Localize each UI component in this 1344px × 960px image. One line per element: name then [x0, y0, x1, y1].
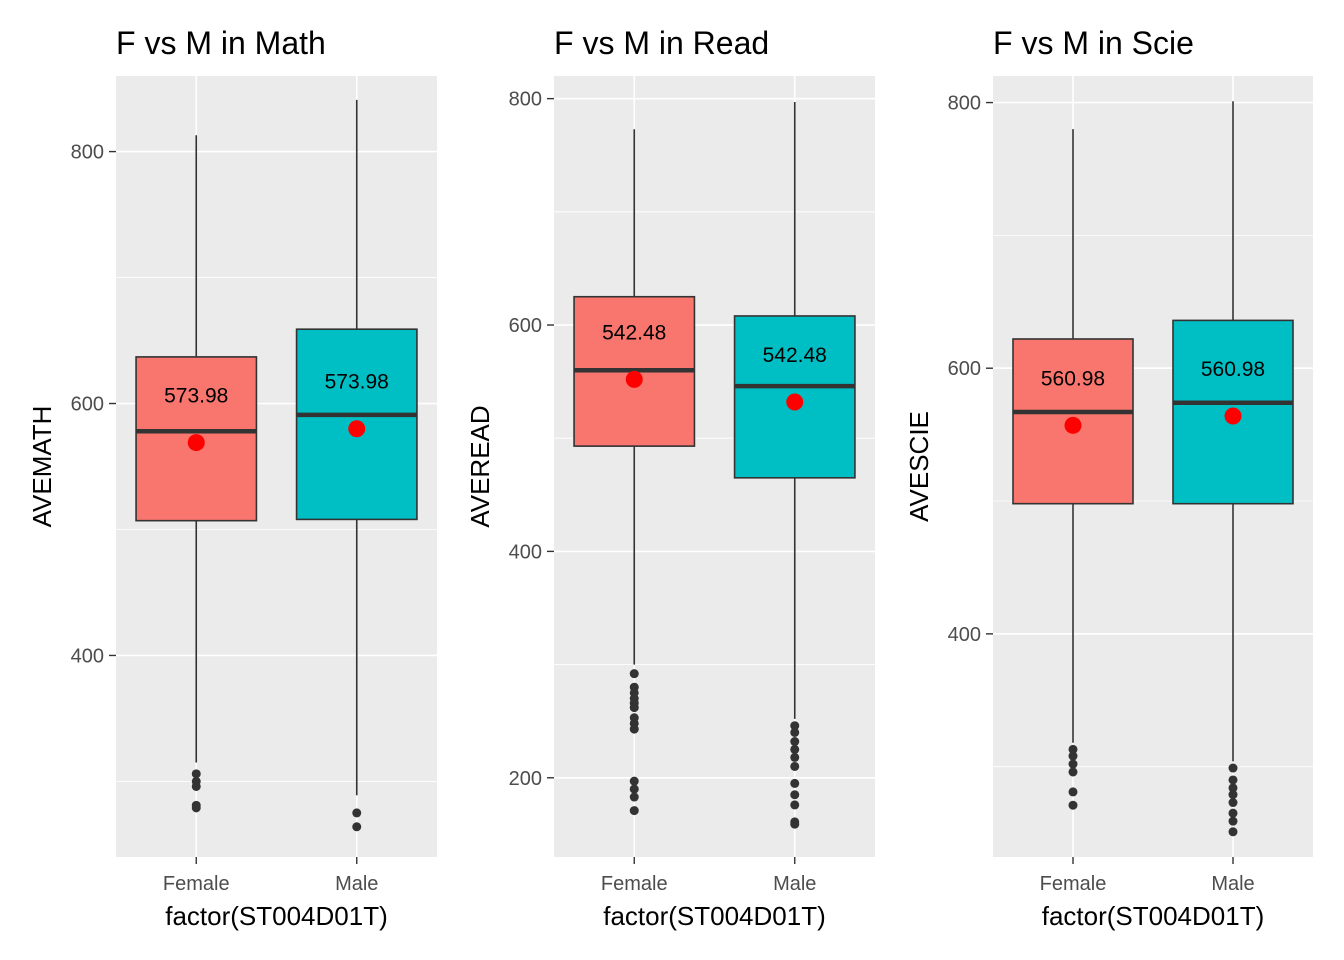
y-tick-label: 800 — [948, 93, 981, 115]
y-tick-label: 600 — [509, 315, 542, 337]
y-axis-title: AVESCIE — [904, 411, 934, 522]
outlier-point — [191, 803, 201, 813]
y-tick-label: 400 — [71, 645, 104, 667]
mean-label: 560.98 — [1201, 358, 1265, 381]
outlier-point — [629, 776, 639, 786]
panel-1: 200 400 600 800 Female Male factor(ST004D01T) A… — [465, 76, 875, 931]
y-axis-title: AVEMATH — [27, 406, 57, 528]
mean-point — [187, 434, 205, 452]
outlier-point — [191, 781, 201, 791]
outlier-point — [629, 806, 639, 816]
outlier-point — [352, 808, 362, 818]
y-tick-label: 600 — [948, 358, 981, 380]
outlier-point — [629, 669, 639, 679]
mean-label: 573.98 — [325, 371, 389, 394]
outlier-point — [629, 784, 639, 794]
mean-label: 573.98 — [164, 385, 228, 408]
outlier-point — [1228, 827, 1238, 837]
outlier-point — [790, 819, 800, 829]
x-tick-label: Male — [335, 873, 378, 895]
mean-point — [786, 393, 804, 411]
outlier-point — [790, 761, 800, 771]
mean-label: 542.48 — [763, 344, 827, 367]
y-axis-title: AVEREAD — [465, 405, 495, 527]
outlier-point — [191, 769, 201, 779]
mean-point — [1224, 407, 1242, 425]
outlier-point — [1228, 816, 1238, 826]
outlier-point — [1068, 787, 1078, 797]
panel-2: 400 600 800 Female Male factor(ST004D01T) AVES… — [904, 76, 1313, 931]
panel-0: 400 600 800 Female Male factor(ST004D01T) AVEM… — [27, 76, 437, 931]
outlier-point — [1228, 808, 1238, 818]
y-tick-label: 400 — [948, 624, 981, 646]
outlier-point — [1228, 798, 1238, 808]
outlier-point — [790, 721, 800, 731]
x-axis-title: factor(ST004D01T) — [165, 901, 388, 931]
outlier-point — [1228, 790, 1238, 800]
y-tick-label: 800 — [71, 142, 104, 164]
x-axis-title: factor(ST004D01T) — [603, 901, 826, 931]
x-tick-label: Male — [1211, 873, 1254, 895]
outlier-point — [790, 737, 800, 747]
mean-label: 560.98 — [1041, 367, 1105, 390]
y-tick-label: 400 — [509, 541, 542, 563]
outlier-point — [790, 800, 800, 810]
x-tick-label: Female — [601, 873, 668, 895]
outlier-point — [1228, 783, 1238, 793]
chart-title-read: F vs M in Read — [554, 25, 770, 61]
x-tick-label: Male — [773, 873, 816, 895]
y-tick-label: 200 — [509, 768, 542, 790]
outlier-point — [1228, 775, 1238, 785]
y-tick-label: 600 — [71, 394, 104, 416]
x-tick-label: Female — [1040, 873, 1107, 895]
chart-title-scie: F vs M in Scie — [993, 25, 1194, 61]
mean-label: 542.48 — [602, 321, 666, 344]
outlier-point — [1068, 800, 1078, 810]
x-axis-title: factor(ST004D01T) — [1042, 901, 1265, 931]
outlier-point — [629, 703, 639, 713]
chart-title-math: F vs M in Math — [116, 25, 326, 61]
mean-point — [1064, 416, 1082, 434]
outlier-point — [1068, 751, 1078, 761]
outlier-point — [1228, 763, 1238, 773]
outlier-point — [790, 727, 800, 737]
outlier-point — [790, 778, 800, 788]
outlier-point — [1068, 767, 1078, 777]
outlier-point — [790, 744, 800, 754]
x-tick-label: Female — [163, 873, 230, 895]
outlier-point — [790, 752, 800, 762]
outlier-point — [352, 822, 362, 832]
outlier-point — [629, 792, 639, 802]
mean-point — [348, 420, 366, 438]
y-tick-label: 800 — [509, 89, 542, 111]
outlier-point — [629, 724, 639, 734]
outlier-point — [790, 790, 800, 800]
outlier-point — [1068, 759, 1078, 769]
outlier-point — [1068, 744, 1078, 754]
mean-point — [625, 370, 643, 388]
